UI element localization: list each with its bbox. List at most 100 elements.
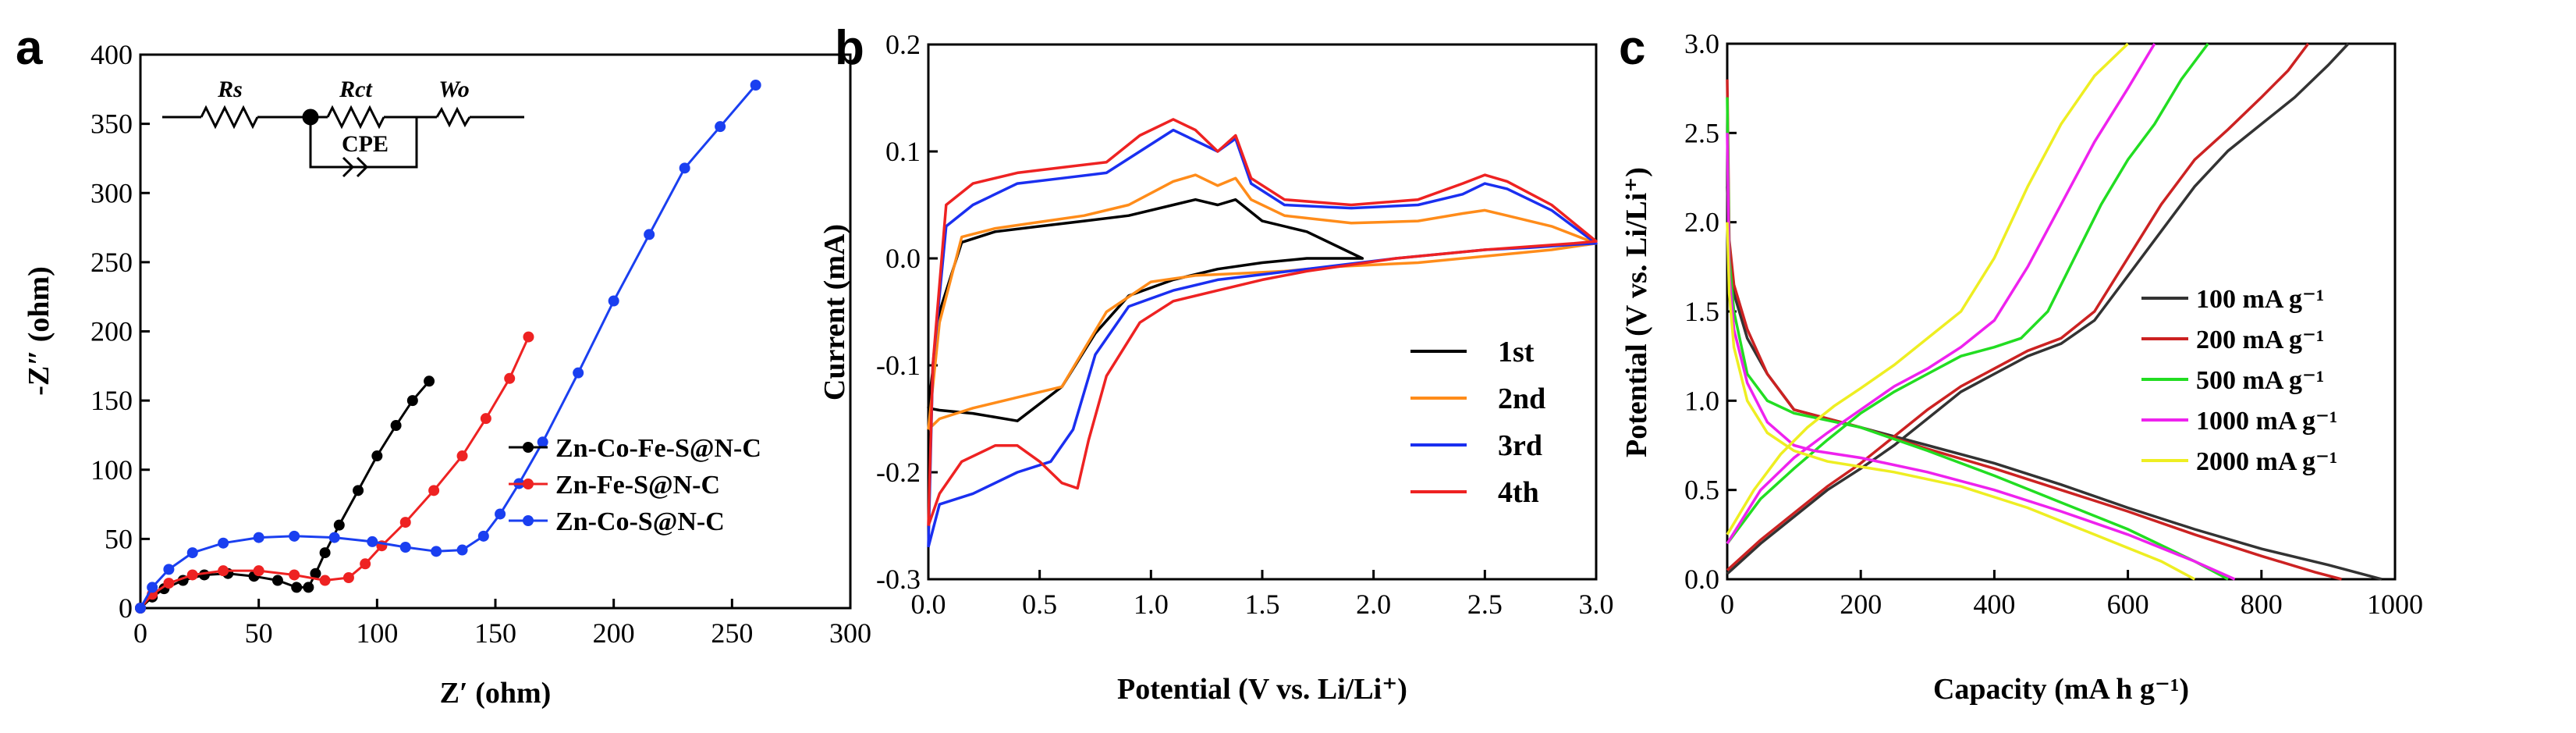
y-tick-label: 0.0 — [885, 243, 921, 274]
series-line — [927, 128, 1598, 548]
data-point — [750, 79, 761, 91]
data-point — [537, 436, 548, 448]
series-line — [927, 197, 1364, 422]
series-line — [927, 118, 1598, 527]
series-line-charge — [1726, 43, 2156, 545]
data-point — [253, 565, 264, 577]
resistor-rct-icon — [326, 105, 385, 130]
x-tick-label: 150 — [474, 617, 516, 649]
y-tick-label: -0.1 — [876, 350, 921, 381]
series-line-discharge — [1726, 186, 2383, 581]
data-point — [135, 603, 146, 614]
data-point — [456, 450, 468, 462]
x-tick-label: 1.0 — [1134, 589, 1169, 620]
data-point — [360, 558, 371, 570]
x-tick-label: 250 — [711, 617, 753, 649]
legend-label: 1000 mA g⁻¹ — [2196, 407, 2337, 436]
y-tick-label: 250 — [90, 247, 133, 278]
y-tick-label: -0.3 — [876, 564, 921, 595]
data-point — [147, 582, 158, 593]
x-tick-label: 0.0 — [911, 589, 946, 620]
panel-b-data — [927, 118, 1598, 548]
data-point — [390, 420, 402, 432]
series-line — [139, 84, 757, 609]
data-point — [291, 582, 303, 593]
series-line-discharge — [1726, 97, 2229, 581]
x-tick-label: 1000 — [2367, 589, 2423, 620]
series-line-discharge — [1726, 133, 2236, 581]
legend-label: 3rd — [1498, 429, 1542, 462]
data-point — [608, 295, 619, 307]
data-point — [477, 530, 489, 542]
y-tick-label: 50 — [105, 523, 133, 554]
data-point — [399, 542, 411, 553]
data-point — [495, 508, 506, 520]
legend-marker — [523, 515, 534, 526]
data-point — [424, 375, 435, 387]
legend-marker — [523, 442, 534, 453]
panel-b-yticks: 0.2 0.1 0.0 -0.1 -0.2 -0.3 — [876, 29, 938, 595]
panel-a-data — [135, 79, 761, 614]
panel-b-legend: 1st 2nd 3rd 4th — [1410, 336, 1545, 509]
series-line-discharge — [1726, 79, 2342, 581]
x-tick-label: 100 — [356, 617, 398, 649]
data-point — [271, 575, 283, 586]
resistor-rs-icon — [200, 105, 259, 130]
data-point — [333, 519, 345, 531]
x-tick-label: 200 — [1840, 589, 1882, 620]
circuit-label-rct: Rct — [339, 77, 373, 102]
data-point — [504, 372, 516, 384]
equivalent-circuit — [162, 105, 524, 178]
panel-a-frame — [139, 53, 852, 610]
series-line-charge — [1726, 42, 2209, 545]
data-point — [342, 572, 354, 584]
data-point — [715, 121, 726, 133]
panel-letter-b: b — [835, 21, 864, 75]
panel-b: b 0.0 0.5 1.0 1.5 2.0 2.5 3.0 0.2 0.1 0.0 -0.1 -0.… — [818, 21, 1614, 706]
panel-a-legend: Zn-Co-Fe-S@N-C Zn-Fe-S@N-C Zn-Co-S@N-C — [509, 434, 761, 536]
data-point — [431, 546, 442, 557]
y-tick-label: 0.5 — [1684, 475, 1719, 506]
data-point — [253, 532, 264, 543]
circuit-label-wo: Wo — [438, 77, 469, 102]
y-tick-label: 1.0 — [1684, 385, 1719, 416]
y-tick-label: 0.2 — [885, 29, 921, 60]
data-point — [353, 485, 364, 496]
data-point — [218, 537, 229, 549]
circuit-label-rs: Rs — [217, 77, 243, 102]
x-tick-label: 0.5 — [1022, 589, 1057, 620]
panel-a-xlabel: Z′ (ohm) — [440, 677, 552, 710]
legend-label: 2000 mA g⁻¹ — [2196, 447, 2337, 476]
panel-b-xlabel: Potential (V vs. Li/Li⁺) — [1117, 673, 1407, 706]
panel-c-legend: 100 mA g⁻¹ 200 mA g⁻¹ 500 mA g⁻¹ 1000 mA… — [2141, 285, 2337, 476]
panel-a-yticks: 0 50 100 150 200 250 300 350 400 — [90, 39, 150, 624]
panel-c-ylabel: Potential (V vs. Li/Li⁺) — [1620, 167, 1653, 457]
data-point — [456, 544, 468, 556]
series-line-discharge — [1726, 222, 2196, 581]
series-line — [139, 336, 530, 609]
data-point — [319, 575, 331, 586]
y-tick-label: 2.5 — [1684, 117, 1719, 148]
x-tick-label: 400 — [1973, 589, 2015, 620]
x-tick-label: 0 — [133, 617, 147, 649]
data-point — [644, 229, 655, 240]
x-tick-label: 800 — [2241, 589, 2283, 620]
y-tick-label: 150 — [90, 385, 133, 416]
legend-label: 100 mA g⁻¹ — [2196, 285, 2324, 314]
data-point — [218, 565, 229, 577]
x-tick-label: 3.0 — [1579, 589, 1614, 620]
panel-c-xticks: 0 200 400 600 800 1000 — [1720, 570, 2423, 620]
y-tick-label: 100 — [90, 454, 133, 486]
y-tick-label: 300 — [90, 177, 133, 208]
y-tick-label: 200 — [90, 316, 133, 347]
data-point — [428, 485, 440, 496]
panel-c: c 0 200 400 600 800 1000 0.0 0.5 1.0 1.5 2.0 2.5 3.… — [1619, 21, 2423, 706]
data-point — [367, 536, 378, 547]
legend-marker — [523, 479, 534, 489]
data-point — [480, 413, 491, 425]
series-line-charge — [1726, 42, 2129, 536]
y-tick-label: 2.0 — [1684, 207, 1719, 238]
y-tick-label: 1.5 — [1684, 296, 1719, 327]
data-point — [289, 569, 300, 581]
